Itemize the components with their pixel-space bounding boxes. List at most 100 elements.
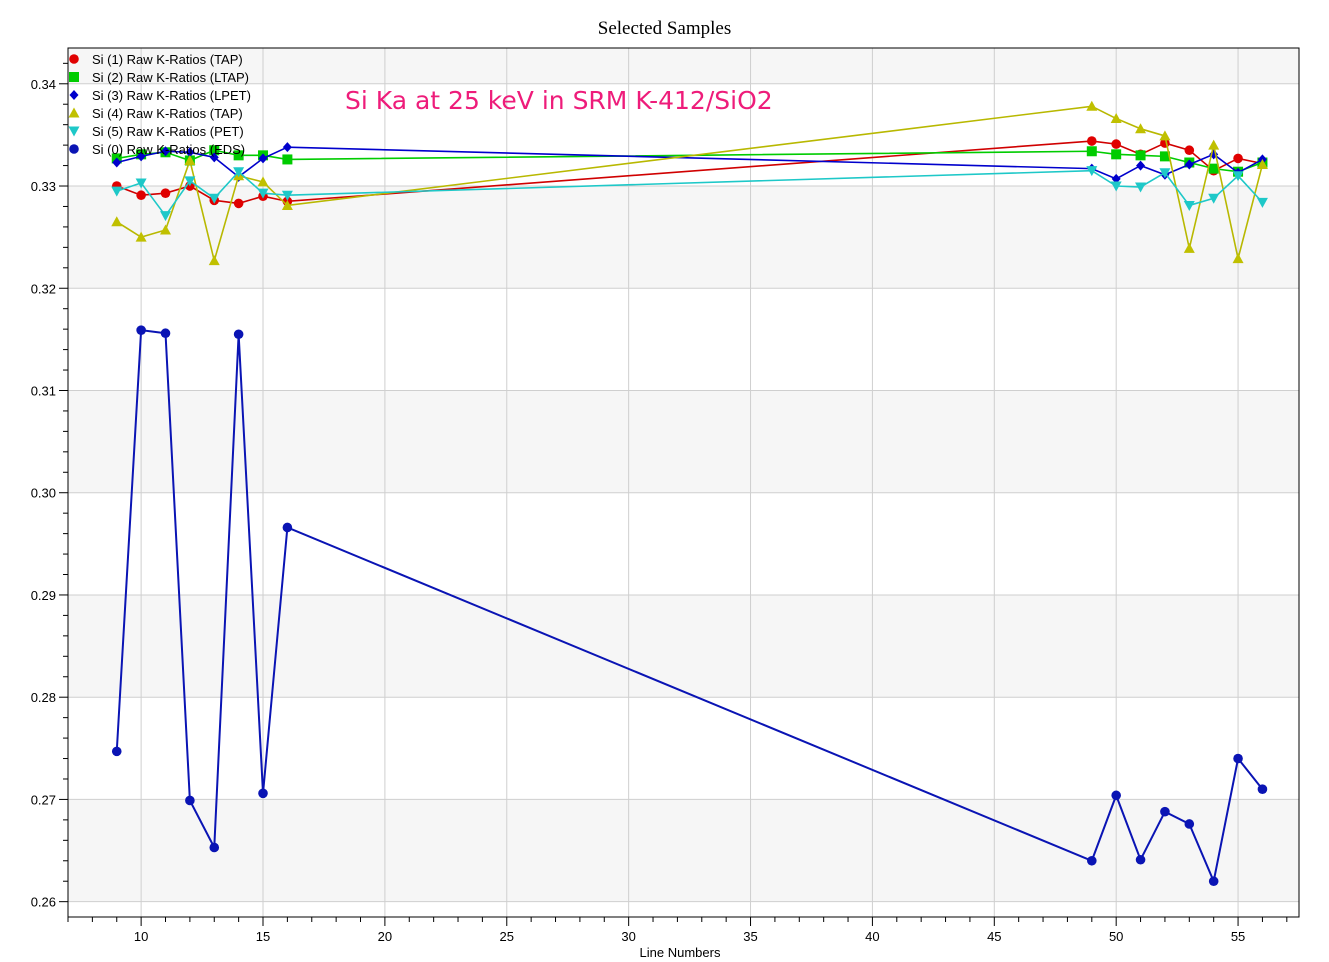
series-group [111,166,1268,222]
data-point [233,150,244,161]
data-point [257,176,269,187]
series-layer [111,100,1268,887]
data-point [1087,855,1097,866]
data-point [1256,159,1268,170]
data-point [258,788,268,799]
data-point [185,147,195,158]
data-point [135,178,147,189]
x-tick-label: 40 [865,929,879,944]
data-point [258,153,268,164]
data-point [233,167,245,178]
data-point [136,151,146,162]
data-point [209,842,220,853]
gridlines [68,48,1299,917]
series-line [116,146,1263,180]
x-tick-label: 35 [743,929,757,944]
y-tick-label: 0.30 [31,486,56,501]
data-point [160,188,171,198]
data-point [185,795,195,806]
y-tick-label: 0.33 [31,179,56,194]
data-point [1233,153,1243,164]
data-point [1208,193,1220,204]
data-point [1135,182,1147,193]
data-point [1159,130,1171,141]
x-tick-label: 50 [1109,929,1123,944]
series-line [116,105,1264,264]
data-point [1135,123,1147,134]
data-point [1135,854,1146,865]
data-point [1183,242,1195,253]
data-point [1233,753,1243,764]
plot-band [68,799,1299,902]
plot-frame [67,47,1300,918]
x-axis-label: Line Numbers [640,945,721,960]
legend-marker [69,54,79,64]
data-point [112,157,122,168]
data-point [1086,166,1098,177]
data-point [1159,151,1170,162]
data-point [1208,163,1219,174]
series-line [115,329,1264,885]
data-point [1086,146,1097,157]
data-point [1110,181,1122,192]
chart-annotation: Si Ka at 25 keV in SRM K-412/SiO2 [345,86,773,115]
data-point [281,199,293,210]
data-point [1160,806,1170,817]
data-point [233,329,244,340]
data-point [209,145,220,156]
legend-marker [69,90,79,100]
y-tick-label: 0.32 [31,281,56,296]
data-point [281,190,293,201]
y-tick-label: 0.29 [31,588,56,603]
legend-entry: Si (0) Raw K-Ratios (EDS) [92,142,245,157]
data-point [209,152,219,163]
plot-band [68,48,1299,84]
data-point [160,211,172,222]
data-point [1184,819,1195,829]
y-axis: 0.26 0.27 0.28 0.29 0.30 0.31 0.32 0.33 0.34 [31,62,68,910]
x-tick-label: 30 [621,929,635,944]
data-point [233,198,244,209]
legend-marker [68,107,80,118]
data-point [1111,139,1121,149]
data-point [135,231,147,242]
legend-entry: Si (4) Raw K-Ratios (TAP) [92,106,243,121]
plot-band [68,901,1299,917]
legend-marker [68,126,80,137]
data-point [184,154,196,165]
series-line [116,140,1263,205]
data-point [1256,197,1268,208]
data-point [208,193,220,204]
data-point [282,154,293,165]
legend-marker [69,72,79,82]
legend: Si (1) Raw K-Ratios (TAP) Si (2) Raw K-Ra… [68,52,251,157]
data-point [1208,876,1219,887]
data-point [1183,200,1195,211]
x-axis: 10 15 20 25 30 35 40 45 50 55 [67,917,1288,944]
legend-entry: Si (3) Raw K-Ratios (LPET) [92,88,251,103]
data-point [111,216,123,227]
chart-title: Selected Samples [597,18,732,39]
data-point [1111,149,1122,160]
data-point [208,255,220,266]
data-point [1087,136,1097,146]
data-point [282,142,292,153]
x-tick-label: 25 [500,929,514,944]
data-point [1111,790,1121,801]
legend-entry: Si (5) Raw K-Ratios (PET) [92,124,244,139]
x-tick-label: 45 [987,929,1001,944]
data-point [257,188,269,199]
x-tick-label: 10 [134,929,148,944]
data-point [111,746,122,757]
data-point [184,176,196,187]
data-point [136,325,146,335]
legend-marker [69,144,79,154]
data-point [282,522,293,533]
y-tick-label: 0.27 [31,792,56,807]
plot-band [68,186,1299,289]
data-point [1208,139,1220,150]
x-tick-label: 20 [378,929,392,944]
data-point [1232,171,1244,182]
data-point [1257,784,1268,795]
